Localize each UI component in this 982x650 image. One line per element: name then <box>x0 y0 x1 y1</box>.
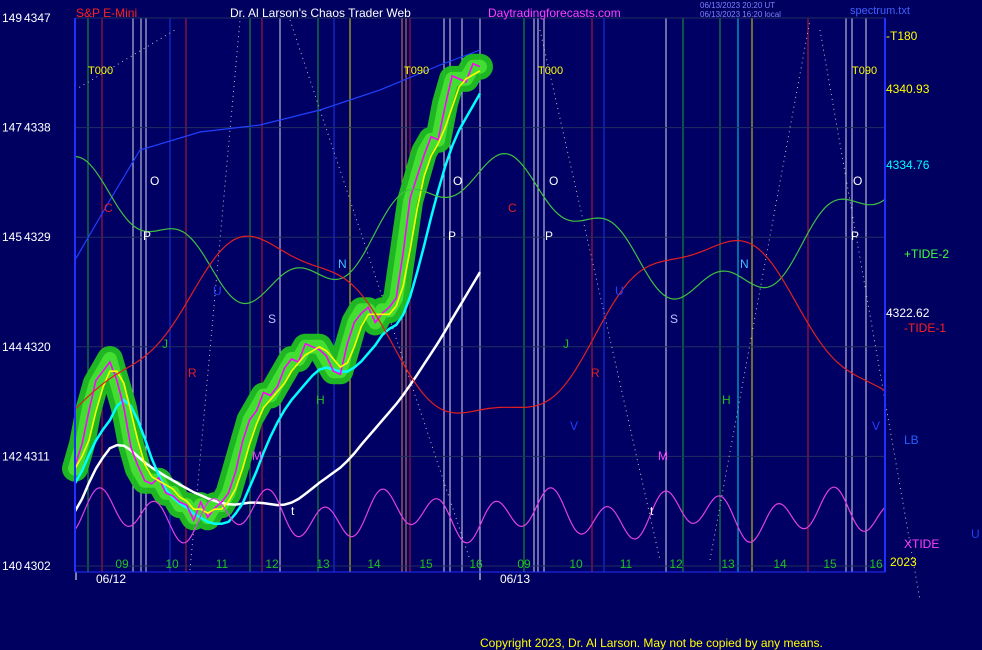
right-label-t180: -T180 <box>886 29 918 43</box>
x-axis-hour-label: 13 <box>316 557 330 571</box>
y-axis-tick-label-a: 142 <box>2 449 22 463</box>
planet-letter: J <box>563 337 569 351</box>
x-axis-hour-label: 11 <box>620 557 633 571</box>
x-axis-date-label: 06/13 <box>500 572 530 586</box>
x-axis-date-label: 06/12 <box>96 572 126 586</box>
tide-1-line <box>74 235 886 414</box>
planet-letter: H <box>722 393 731 407</box>
vertical-grid-lines <box>75 17 885 572</box>
planet-letter: U <box>213 284 222 298</box>
planet-letter: S <box>670 312 678 326</box>
time-marker-label: T090 <box>852 65 877 77</box>
y-axis-tick-label: 4338 <box>24 121 51 135</box>
planet-letter: M <box>658 449 668 463</box>
x-axis-hour-label: 10 <box>165 557 179 571</box>
planet-letter: H <box>316 393 325 407</box>
right-label-tide1: -TIDE-1 <box>904 321 946 335</box>
planet-letter: t <box>291 504 295 518</box>
x-axis-hour-label: 15 <box>823 557 837 571</box>
y-axis-tick-label: 4347 <box>24 11 51 25</box>
planet-letter: O <box>853 174 862 188</box>
planet-letter: P <box>851 229 859 243</box>
ma-white-line <box>73 271 482 512</box>
planet-letter: P <box>545 229 553 243</box>
planet-letter: V <box>872 419 880 433</box>
planet-letter: M <box>252 449 262 463</box>
timestamp-local: 06/13/2023 16:20 local <box>700 10 781 19</box>
chart-title: Dr. Al Larson's Chaos Trader Web <box>230 6 411 20</box>
price-line <box>74 62 481 523</box>
planet-letter: O <box>453 174 462 188</box>
planet-letter: U <box>615 284 624 298</box>
right-label-u: U <box>971 527 980 541</box>
y-axis-tick-label-a: 145 <box>2 230 22 244</box>
site-label: Daytradingforecasts.com <box>488 6 621 20</box>
planet-letter: R <box>188 366 197 380</box>
y-axis-tick-label-a: 147 <box>2 121 22 135</box>
right-label-lb: LB <box>904 433 919 447</box>
planet-letter: t <box>650 504 654 518</box>
x-axis-hour-label: 14 <box>367 557 381 571</box>
x-axis-hour-label: 11 <box>216 557 229 571</box>
planet-letter: O <box>549 174 558 188</box>
file-label: spectrum.txt <box>850 5 910 17</box>
planet-letter: C <box>104 201 113 215</box>
x-axis-hour-label: 09 <box>517 557 531 571</box>
right-label-price: 4340.93 <box>886 82 930 96</box>
xtide-line <box>74 486 886 544</box>
y-axis-tick-label: 4302 <box>24 559 51 573</box>
planet-letter: S <box>268 312 276 326</box>
planet-letter: N <box>338 257 347 271</box>
smoothed-price-line <box>74 70 481 515</box>
planet-letter: J <box>162 337 168 351</box>
year-label: 2023 <box>890 555 917 569</box>
planet-letter: N <box>740 257 749 271</box>
planet-letter: R <box>591 366 600 380</box>
dotted-cycle-line <box>189 19 241 571</box>
planet-letter: O <box>150 174 159 188</box>
time-marker-label: T000 <box>88 65 113 77</box>
symbol-label: S&P E-Mini <box>76 6 137 20</box>
right-label-tide2: +TIDE-2 <box>904 247 949 261</box>
right-label-price: 4334.76 <box>886 158 930 172</box>
y-axis-tick-label-a: 149 <box>2 11 22 25</box>
planet-letter: P <box>143 229 151 243</box>
x-axis-hour-label: 09 <box>115 557 129 571</box>
y-axis-tick-label-a: 140 <box>2 559 22 573</box>
y-axis-tick-label: 4311 <box>24 449 50 463</box>
x-axis-hour-label: 14 <box>773 557 787 571</box>
planet-letter: V <box>570 419 578 433</box>
y-axis-tick-label: 4320 <box>24 340 51 354</box>
x-axis-hour-label: 12 <box>669 557 683 571</box>
copyright-notice: Copyright 2023, Dr. Al Larson. May not b… <box>480 636 823 650</box>
right-label-xtide: XTIDE <box>904 537 939 551</box>
x-axis-hour-label: 16 <box>469 557 483 571</box>
time-marker-label: T090 <box>404 65 429 77</box>
right-label-price: 4322.62 <box>886 306 930 320</box>
time-marker-label: T000 <box>538 65 563 77</box>
series-group <box>62 49 886 544</box>
x-axis-hour-label: 13 <box>721 557 735 571</box>
dotted-cycle-line <box>539 29 661 561</box>
y-axis-tick-label: 4329 <box>24 230 51 244</box>
y-axis-tick-label-a: 144 <box>2 340 22 354</box>
x-axis-hour-label: 10 <box>569 557 583 571</box>
ma-cyan-line <box>73 92 482 526</box>
x-axis-hour-label: 12 <box>265 557 279 571</box>
dotted-cycle-lines <box>74 19 921 601</box>
planet-letter: P <box>448 229 456 243</box>
x-axis-hour-label: 16 <box>869 557 883 571</box>
planet-letter: C <box>508 201 517 215</box>
x-axis-hour-label: 15 <box>419 557 433 571</box>
timestamp-ut: 06/13/2023 20:20 UT <box>700 1 775 10</box>
ma-blue-line <box>74 49 481 261</box>
